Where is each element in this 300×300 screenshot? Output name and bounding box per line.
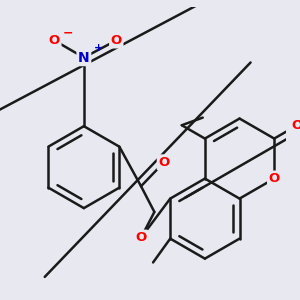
Text: O: O	[158, 156, 169, 169]
Text: O: O	[292, 119, 300, 132]
Text: O: O	[49, 34, 60, 47]
Text: O: O	[111, 34, 122, 47]
Text: +: +	[94, 43, 103, 53]
Text: N: N	[78, 51, 90, 64]
Text: O: O	[268, 172, 280, 185]
Text: −: −	[62, 26, 73, 39]
Text: O: O	[135, 231, 147, 244]
